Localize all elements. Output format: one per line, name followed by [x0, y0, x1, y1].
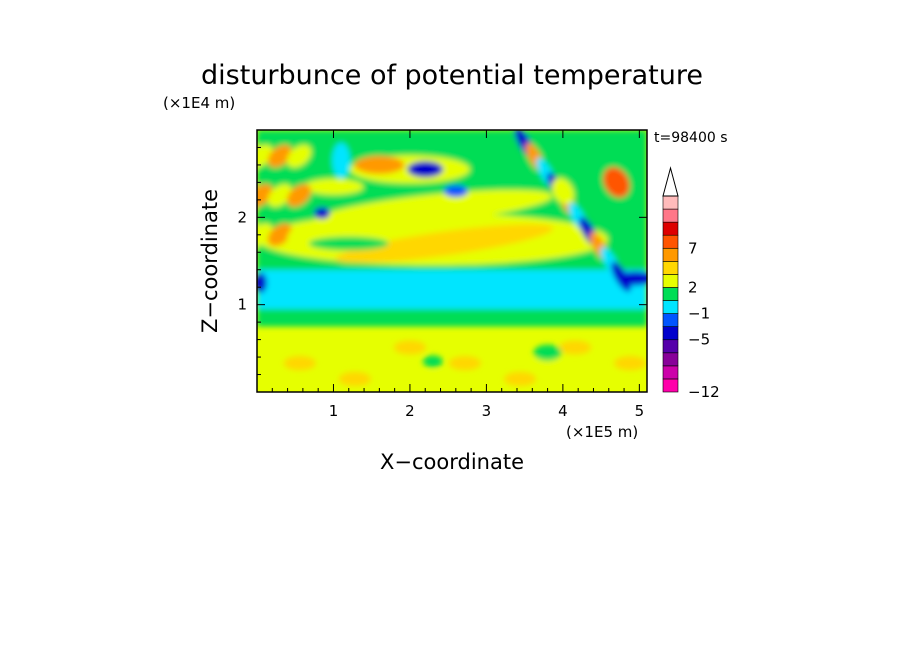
field-region	[617, 271, 647, 286]
field-region	[257, 309, 647, 327]
field-region	[551, 178, 575, 205]
field-region	[286, 184, 312, 207]
colorbar-swatch	[662, 326, 679, 341]
field-region	[338, 371, 371, 386]
field-region	[614, 356, 647, 371]
y-unit-label: (×1E4 m)	[163, 94, 235, 112]
plot-area	[256, 129, 648, 393]
field-region	[422, 355, 443, 368]
x-tick-label: 4	[558, 402, 568, 420]
field-region	[531, 356, 564, 371]
field-region	[257, 269, 647, 310]
field-region	[257, 272, 267, 293]
colorbar: −12−5−127	[662, 166, 720, 401]
colorbar-swatch	[662, 221, 679, 236]
field-region	[586, 371, 619, 386]
colorbar-swatch	[662, 274, 679, 288]
colorbar-swatch	[662, 365, 679, 380]
field-region	[303, 178, 364, 195]
y-axis: 12	[237, 146, 647, 376]
colorbar-swatch	[662, 378, 679, 393]
field-region	[603, 167, 630, 198]
field-region	[476, 340, 509, 355]
field-region	[335, 224, 554, 263]
x-tick-label: 1	[329, 402, 339, 420]
x-unit-label: (×1E5 m)	[566, 423, 638, 441]
field-region	[366, 356, 399, 371]
colorbar-extend-arrow	[662, 166, 679, 197]
field-region	[559, 340, 592, 355]
field-region	[354, 155, 405, 174]
field-region	[267, 184, 293, 207]
field-region	[267, 223, 293, 247]
chart-title: disturbunce of potential temperature	[201, 60, 703, 91]
field-region	[332, 142, 351, 179]
x-tick-label: 5	[635, 402, 645, 420]
x-tick-label: 2	[405, 402, 415, 420]
y-tick-label: 1	[237, 296, 247, 314]
colorbar-label: −12	[688, 383, 720, 401]
x-axis-label: X−coordinate	[380, 450, 524, 474]
field-region	[443, 185, 468, 198]
field-region	[308, 236, 389, 251]
colorbar-swatch	[662, 261, 679, 275]
colorbar-swatch	[662, 208, 679, 223]
x-axis: 1 2 3 4 5	[271, 130, 645, 420]
field-region	[533, 344, 562, 361]
colorbar-label: 2	[688, 278, 698, 296]
colorbar-swatch	[662, 234, 679, 249]
field-region	[504, 371, 537, 386]
field-region	[314, 206, 330, 219]
field-region	[286, 144, 312, 168]
field-region	[393, 340, 426, 355]
field-region	[421, 371, 454, 386]
field-region	[313, 189, 553, 228]
colorbar-swatch	[662, 247, 679, 262]
colorbar-label: 7	[688, 239, 698, 257]
colorbar-swatch	[662, 313, 679, 327]
colorbar-swatch	[662, 287, 679, 301]
colorbar-label: −5	[688, 331, 710, 349]
field-region	[407, 161, 444, 178]
colorbar-swatch	[662, 195, 679, 210]
field-region	[257, 184, 274, 207]
field-region	[257, 371, 289, 386]
colorbar-swatch	[662, 339, 679, 354]
field-region	[283, 356, 316, 371]
y-tick-label: 2	[237, 208, 247, 226]
field-region	[257, 144, 274, 168]
plot-frame	[256, 129, 648, 393]
x-tick-label: 3	[482, 402, 492, 420]
colorbar-swatch	[662, 352, 679, 367]
colorbar-label: −1	[688, 305, 710, 323]
field-region	[311, 340, 344, 355]
colorbar-swatch	[662, 300, 679, 314]
y-axis-label: Z−coordinate	[198, 189, 222, 333]
field-region	[449, 356, 481, 371]
field-region	[286, 223, 312, 247]
time-label: t=98400 s	[654, 130, 728, 146]
field-region	[267, 144, 293, 168]
